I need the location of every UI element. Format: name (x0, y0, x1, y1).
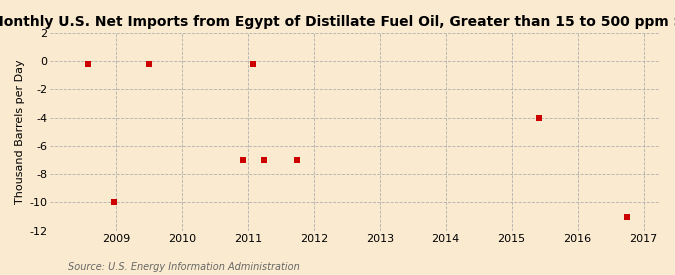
Text: Source: U.S. Energy Information Administration: Source: U.S. Energy Information Administ… (68, 262, 299, 272)
Point (259, 158, 270, 162)
Point (292, 158, 303, 162)
Y-axis label: Thousand Barrels per Day: Thousand Barrels per Day (15, 59, 25, 204)
Point (622, 214, 632, 219)
Point (144, 62, 155, 66)
Point (109, 200, 119, 205)
Point (83, 62, 94, 66)
Point (534, 116, 545, 120)
Point (237, 158, 248, 162)
Point (248, 62, 259, 66)
Title: Monthly U.S. Net Imports from Egypt of Distillate Fuel Oil, Greater than 15 to 5: Monthly U.S. Net Imports from Egypt of D… (0, 15, 675, 29)
